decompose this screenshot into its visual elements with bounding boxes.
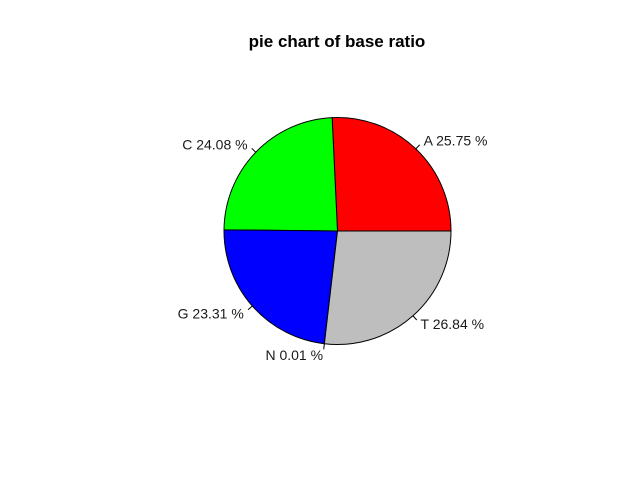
pie-slice-a	[331, 117, 452, 232]
pie-leader-t	[412, 315, 418, 321]
pie-slice-c	[223, 117, 339, 232]
pie-label-c: C 24.08 %	[182, 136, 247, 152]
pie-leader-a	[415, 144, 421, 150]
pie-slices	[223, 117, 452, 345]
pie-slice-t	[323, 230, 452, 345]
pie-label-g: G 23.31 %	[178, 306, 244, 322]
pie-labels: A 25.75 % C 24.08 % G 23.31 % N 0.01 % T 26.…	[178, 133, 488, 363]
pie-label-a: A 25.75 %	[424, 133, 488, 149]
pie-label-t: T 26.84 %	[421, 316, 485, 332]
pie-leader-g	[247, 305, 253, 311]
pie-leader-c	[251, 147, 257, 153]
pie-leader-n	[323, 343, 325, 350]
pie-slice-g	[223, 229, 339, 345]
chart-title: pie chart of base ratio	[249, 32, 426, 51]
pie-label-n: N 0.01 %	[265, 347, 323, 363]
